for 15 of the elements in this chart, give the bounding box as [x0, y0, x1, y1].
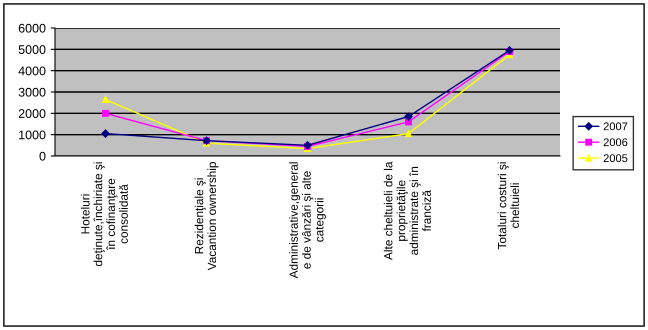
x-tick-label: Hoteluri deţinute,închiriate şi în cofinanţare consolidată — [80, 162, 128, 266]
y-tick-label: 6000 — [18, 24, 46, 33]
x-tick-label: Alte cheltuieli de la proprietăţile administrate şi în franciză — [384, 162, 431, 260]
y-tick-label: 5000 — [18, 45, 46, 54]
legend-label: 2006 — [604, 138, 628, 146]
y-tick-label: 4000 — [18, 66, 46, 76]
y-tick-label: 0 — [40, 152, 46, 161]
x-tick-label: Administrative,general e de vânzări şi alte categorii — [289, 162, 326, 278]
x-tick-label: Totaluri costuri şi cheltuieli — [498, 162, 520, 250]
y-tick-label: 3000 — [18, 88, 46, 97]
legend-label: 2007 — [604, 122, 628, 130]
legend-label: 2005 — [604, 154, 628, 162]
y-tick-label: 2000 — [18, 109, 46, 118]
x-tick-label: Rezidenţiale şi Vacantion ownership — [194, 162, 218, 270]
y-tick-label: 1000 — [19, 130, 46, 140]
